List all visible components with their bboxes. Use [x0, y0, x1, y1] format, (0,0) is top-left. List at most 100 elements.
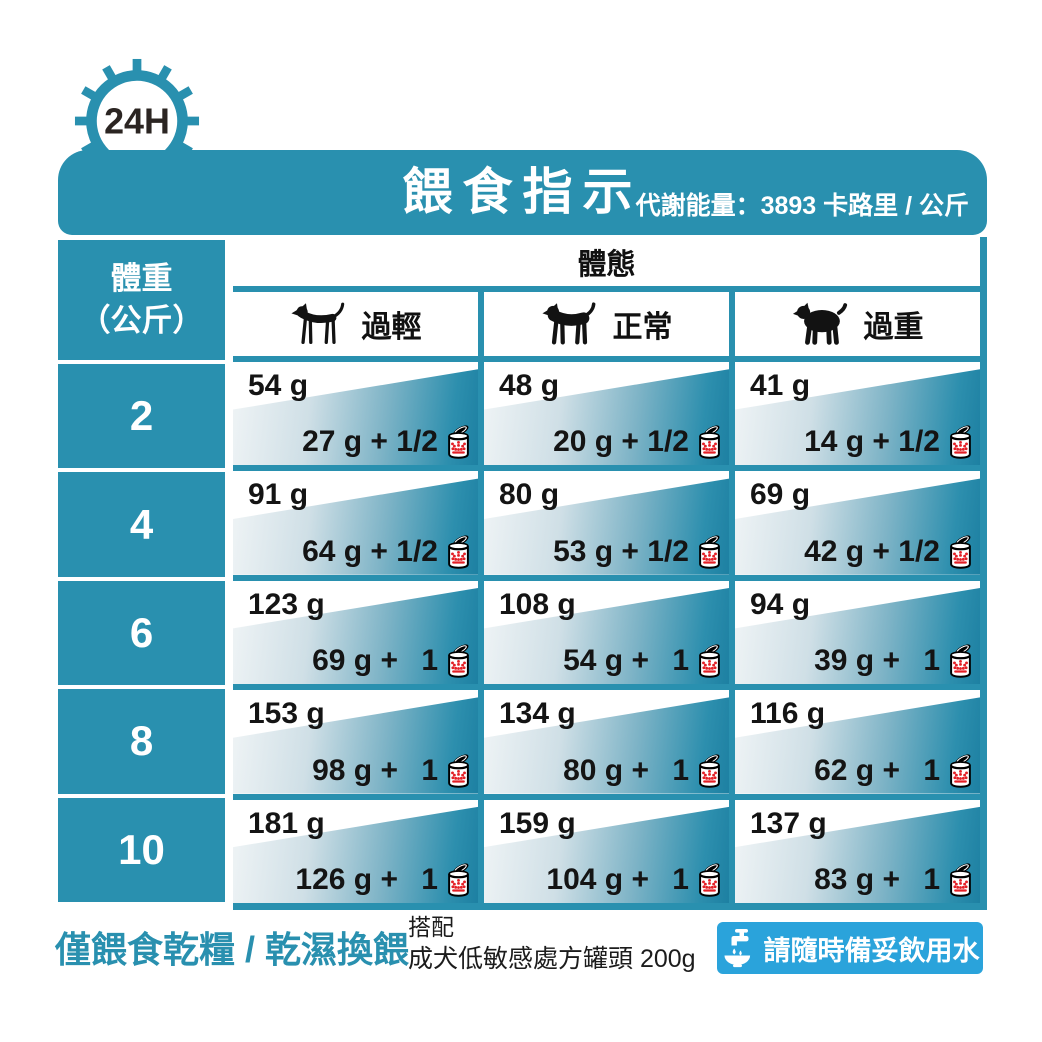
feeding-cell: 181 g 126 g + 1 [233, 799, 478, 903]
pairing-product: 成犬低敏感處方罐頭 200g [408, 944, 696, 973]
column-header-label: 過重 [863, 311, 924, 344]
mixed-amount: 69 g + 1 [312, 643, 472, 679]
dry-amount: 94 g [750, 587, 811, 621]
mixed-amount: 62 g + 1 [814, 752, 974, 789]
feeding-cell: 91 g 64 g + 1/2 [233, 471, 478, 575]
weight-header-line2: （公斤） [79, 303, 204, 338]
dry-amount: 153 g [248, 697, 325, 731]
page-title: 餵食指示 [402, 164, 643, 220]
feeding-cell: 123 g 69 g + 1 [233, 580, 478, 685]
overweight-dog-icon [792, 302, 850, 346]
weight-header-cell: 體重 （公斤） [58, 240, 225, 360]
can-icon [699, 862, 722, 897]
mixed-amount: 27 g + 1/2 [302, 424, 472, 460]
mixed-amount: 20 g + 1/2 [553, 424, 723, 460]
water-notice-badge: 請隨時備妥飲用水 [717, 922, 983, 974]
can-icon [950, 752, 973, 788]
mixed-amount-label: 42 g + 1/2 [804, 534, 940, 568]
dry-amount: 48 g [499, 369, 560, 402]
can-icon [950, 424, 973, 460]
can-icon [448, 862, 471, 897]
feeding-cell: 137 g 83 g + 1 [735, 799, 980, 903]
thin-dog-icon [290, 302, 348, 346]
mixed-amount: 83 g + 1 [814, 862, 974, 898]
mixed-amount: 42 g + 1/2 [804, 533, 974, 570]
dry-amount: 108 g [499, 587, 576, 621]
dry-amount: 80 g [499, 478, 560, 512]
dry-amount: 91 g [248, 478, 309, 512]
mixed-amount: 80 g + 1 [563, 752, 723, 789]
mixed-amount: 98 g + 1 [312, 752, 472, 789]
feeding-cell: 54 g 27 g + 1/2 [233, 362, 478, 466]
mixed-amount: 53 g + 1/2 [553, 533, 723, 570]
mixed-amount-label: 53 g + 1/2 [553, 534, 689, 568]
mixed-amount-label: 64 g + 1/2 [302, 534, 438, 568]
weight-value: 8 [58, 689, 225, 794]
can-icon [699, 752, 722, 788]
weight-header-line1: 體重 [110, 261, 173, 297]
can-icon [950, 643, 973, 678]
dry-amount: 159 g [499, 806, 576, 840]
feeding-cell: 134 g 80 g + 1 [484, 690, 729, 794]
feeding-cell: 48 g 20 g + 1/2 [484, 362, 729, 466]
clock-label: 24H [104, 102, 170, 142]
weight-value: 10 [58, 797, 225, 903]
feeding-modes-label: 僅餵食乾糧 / 乾濕換餵 [55, 929, 410, 970]
dry-amount: 69 g [750, 478, 811, 512]
mixed-amount: 39 g + 1 [814, 643, 974, 679]
mixed-amount: 14 g + 1/2 [804, 424, 974, 460]
mixed-amount-label: 80 g + 1 [563, 753, 689, 787]
feeding-cell: 116 g 62 g + 1 [735, 690, 980, 794]
can-icon [448, 533, 471, 569]
can-icon [448, 752, 471, 788]
water-faucet-icon [724, 929, 750, 968]
dry-amount: 54 g [248, 369, 309, 402]
feeding-cell: 69 g 42 g + 1/2 [735, 471, 980, 575]
column-header-normal: 正常 [484, 292, 729, 356]
dry-amount: 137 g [750, 806, 827, 840]
feeding-cell: 94 g 39 g + 1 [735, 580, 980, 685]
condition-group-header: 體態 [233, 237, 980, 286]
weight-value: 6 [58, 580, 225, 686]
dry-amount: 41 g [750, 369, 811, 402]
mixed-amount-label: 39 g + 1 [814, 644, 940, 678]
can-icon [448, 424, 471, 460]
dry-amount: 116 g [750, 697, 826, 731]
mixed-amount-label: 98 g + 1 [312, 753, 438, 787]
mixed-amount-label: 69 g + 1 [312, 644, 438, 678]
feeding-cell: 108 g 54 g + 1 [484, 580, 729, 685]
can-icon [950, 533, 973, 569]
feeding-cell: 153 g 98 g + 1 [233, 690, 478, 794]
feeding-cell: 80 g 53 g + 1/2 [484, 471, 729, 575]
mixed-amount-label: 27 g + 1/2 [302, 425, 438, 459]
can-icon [699, 533, 722, 569]
feeding-cell: 159 g 104 g + 1 [484, 799, 729, 903]
column-header-underweight: 過輕 [233, 292, 478, 356]
body-condition-table: 體態 過輕 正常 過重 54 g 27 g + 1/2 48 g 20 g [233, 237, 987, 910]
weight-column: 體重 （公斤） 2 4 6 8 10 [58, 240, 225, 903]
normal-dog-icon [541, 302, 599, 346]
header-band: 餵食指示 代謝能量：3893 卡路里 / 公斤 [58, 150, 987, 235]
feeding-cell: 41 g 14 g + 1/2 [735, 362, 980, 466]
column-header-overweight: 過重 [735, 292, 980, 356]
pairing-label: 搭配 [408, 914, 454, 940]
dry-amount: 134 g [499, 697, 576, 731]
dry-amount: 181 g [248, 806, 325, 840]
column-header-label: 正常 [612, 311, 673, 344]
dry-amount: 123 g [248, 587, 325, 621]
mixed-amount: 126 g + 1 [295, 862, 472, 898]
mixed-amount: 54 g + 1 [563, 643, 723, 679]
can-icon [950, 862, 973, 897]
mixed-amount-label: 126 g + 1 [295, 863, 438, 896]
mixed-amount-label: 104 g + 1 [546, 863, 689, 896]
column-header-label: 過輕 [361, 311, 422, 344]
mixed-amount: 104 g + 1 [546, 862, 723, 898]
can-icon [448, 643, 471, 678]
pairing-note: 搭配 成犬低敏感處方罐頭 200g [408, 913, 696, 975]
can-icon [699, 643, 722, 678]
metabolic-energy-note: 代謝能量：3893 卡路里 / 公斤 [635, 192, 969, 220]
mixed-amount-label: 62 g + 1 [814, 753, 940, 787]
water-notice-label: 請隨時備妥飲用水 [763, 935, 980, 966]
weight-value: 4 [58, 472, 225, 577]
weight-value: 2 [58, 364, 225, 469]
